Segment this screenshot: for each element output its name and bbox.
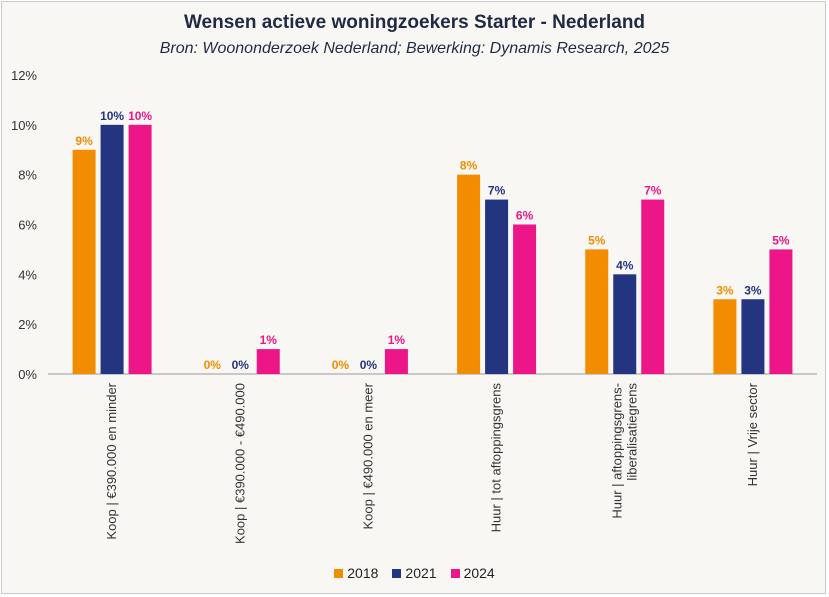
legend-label: 2024 [463, 565, 495, 581]
bar [485, 199, 509, 374]
y-tick-label: 10% [11, 118, 37, 133]
category-label: Huur | aftoppingsgrens- [609, 383, 624, 519]
legend-swatch [334, 568, 344, 578]
y-tick-label: 8% [18, 168, 37, 183]
legend-label: 2021 [405, 565, 437, 581]
data-label: 0% [204, 358, 222, 372]
y-tick-label: 0% [18, 367, 37, 382]
chart-title: Wensen actieve woningzoekers Starter - N… [183, 12, 646, 33]
data-label: 10% [100, 109, 124, 123]
data-label: 0% [332, 358, 350, 372]
legend-swatch [392, 568, 402, 578]
bar [100, 124, 124, 374]
data-label: 8% [460, 159, 478, 173]
legend-swatch [450, 568, 460, 578]
y-tick-label: 4% [18, 267, 37, 282]
data-label: 9% [75, 134, 93, 148]
y-tick-label: 6% [18, 218, 37, 233]
bar [585, 249, 609, 374]
data-label: 3% [744, 283, 762, 297]
data-label: 10% [128, 109, 152, 123]
bar [613, 274, 637, 374]
category-label: Huur | tot aftoppingsgrens [489, 383, 504, 533]
data-label: 1% [260, 333, 278, 347]
legend-item: 2018 [334, 565, 378, 581]
data-label: 4% [616, 258, 634, 272]
data-label: 0% [360, 358, 378, 372]
chart-subtitle: Bron: Woononderzoek Nederland; Bewerking… [159, 40, 670, 57]
y-tick-label: 12% [11, 68, 37, 83]
bar [384, 349, 408, 374]
data-label: 3% [716, 283, 734, 297]
data-label: 1% [388, 333, 406, 347]
legend-label: 2018 [347, 565, 379, 581]
legend-item: 2024 [450, 565, 495, 581]
bar [769, 249, 793, 374]
legend-item: 2021 [392, 565, 437, 581]
bar [128, 124, 152, 374]
bar [741, 299, 765, 374]
category-label: Koop | €390.000 - €490.000 [232, 383, 247, 544]
data-label: 0% [232, 358, 250, 372]
legend: 2018 2021 2024 [2, 565, 827, 581]
bar [713, 299, 737, 374]
category-label: Huur | Vrije sector [745, 382, 760, 486]
category-label: Koop | €490.000 en meer [360, 382, 375, 529]
data-label: 5% [588, 233, 606, 247]
data-label: 7% [488, 184, 506, 198]
bar [72, 149, 96, 374]
bar [256, 349, 280, 374]
bar [641, 199, 665, 374]
data-label: 7% [644, 184, 662, 198]
y-tick-label: 2% [18, 317, 37, 332]
data-label: 6% [516, 209, 534, 223]
category-label: Koop | €390.000 en minder [104, 382, 119, 539]
bar [457, 174, 481, 374]
bar [513, 224, 537, 374]
data-label: 5% [772, 233, 790, 247]
category-label: liberalisatiegrens [624, 383, 639, 481]
